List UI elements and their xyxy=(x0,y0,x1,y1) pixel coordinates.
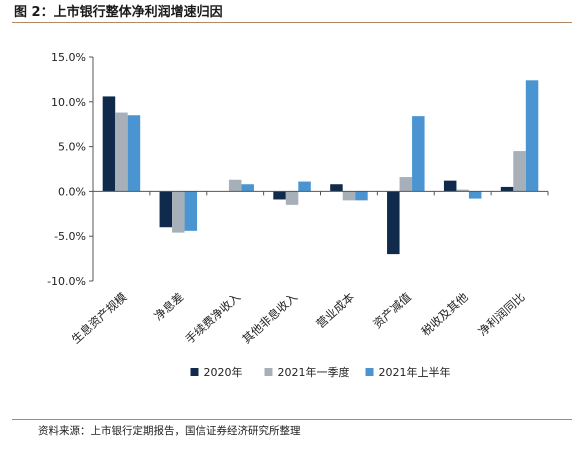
bar-2-7 xyxy=(456,189,469,192)
x-tick-label: 手续费净收入 xyxy=(183,289,244,346)
bar-2-3 xyxy=(228,179,242,192)
bar-2-1 xyxy=(115,112,128,192)
bar-2-2 xyxy=(172,191,185,233)
figure-title: 图 2：上市银行整体净利润增速归因 xyxy=(14,5,223,20)
source-divider xyxy=(12,419,572,420)
x-tick-label: 其他非息收入 xyxy=(239,289,300,346)
y-tick-label: 5.0% xyxy=(58,141,86,154)
legend-label-3: 2021年上半年 xyxy=(379,365,451,379)
bar-3-4 xyxy=(298,181,311,192)
y-tick-label: 0.0% xyxy=(58,185,86,198)
bar-1-4 xyxy=(273,191,286,200)
bar-1-8 xyxy=(500,186,514,192)
legend-swatch-2 xyxy=(264,368,273,376)
x-tick-label: 生息资产规模 xyxy=(69,289,130,346)
y-tick-label: -10.0% xyxy=(47,275,86,288)
bars-layer xyxy=(102,80,539,255)
bar-1-1 xyxy=(102,96,116,192)
x-tick-label: 净利润同比 xyxy=(475,290,527,339)
bar-3-7 xyxy=(468,191,482,199)
x-tick-label: 营业成本 xyxy=(313,289,357,331)
x-tick-label: 净息差 xyxy=(151,290,186,323)
legend-swatch-3 xyxy=(365,368,374,376)
bar-1-7 xyxy=(443,180,457,192)
y-tick-label: -5.0% xyxy=(54,230,86,243)
bar-3-5 xyxy=(355,191,368,201)
bar-3-1 xyxy=(127,115,141,192)
source-note: 资料来源：上市银行定期报告，国信证券经济研究所整理 xyxy=(38,425,301,437)
legend: 2020年 2021年一季度 2021年上半年 xyxy=(190,365,451,379)
legend-label-1: 2020年 xyxy=(204,365,243,379)
bar-1-6 xyxy=(387,191,400,255)
bar-2-5 xyxy=(342,191,356,201)
bar-3-8 xyxy=(525,80,539,192)
bar-3-3 xyxy=(241,184,254,192)
bar-2-6 xyxy=(399,177,413,192)
title-divider xyxy=(12,22,572,23)
legend-swatch-1 xyxy=(190,368,199,376)
bar-2-8 xyxy=(513,151,526,192)
y-tick-label: 15.0% xyxy=(51,51,86,64)
y-tick-label: 10.0% xyxy=(51,96,86,109)
x-tick-label: 税收及其他 xyxy=(419,289,471,338)
bar-2-4 xyxy=(285,191,299,205)
x-tick-label: 资产减值 xyxy=(370,289,414,331)
bar-3-6 xyxy=(412,116,425,192)
legend-label-2: 2021年一季度 xyxy=(278,365,350,379)
bar-3-2 xyxy=(184,191,198,231)
bar-1-5 xyxy=(330,184,343,192)
bar-1-2 xyxy=(159,191,173,228)
